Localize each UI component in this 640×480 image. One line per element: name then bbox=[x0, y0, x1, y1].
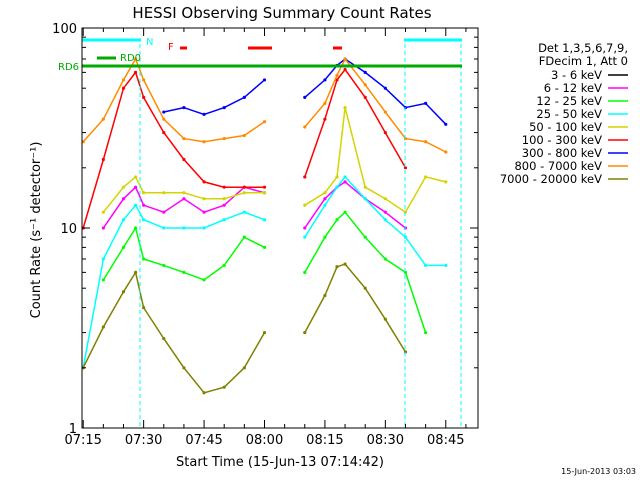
chart-title: HESSI Observing Summary Count Rates bbox=[132, 4, 431, 22]
legend-entry-label: 7000 - 20000 keV bbox=[500, 172, 602, 186]
legend: Det 1,3,5,6,7,9,FDecim 1, Att 03 - 6 keV… bbox=[500, 41, 628, 186]
series-line bbox=[304, 58, 447, 125]
x-ticks: 07:15 07:30 07:45 08:00 08:15 08:30 08:45 bbox=[64, 28, 467, 448]
marker-label: F bbox=[168, 42, 174, 53]
legend-entry-label: 800 - 7000 keV bbox=[514, 159, 602, 173]
legend-entry-label: 3 - 6 keV bbox=[551, 68, 602, 82]
y-tick-label: 1 bbox=[69, 422, 77, 437]
series-line bbox=[304, 57, 447, 153]
series-line bbox=[304, 211, 427, 333]
x-tick-label: 07:45 bbox=[185, 433, 222, 448]
legend-entry-label: 6 - 12 keV bbox=[544, 81, 602, 95]
x-tick-label: 07:30 bbox=[125, 433, 162, 448]
x-tick-label: 08:00 bbox=[246, 433, 283, 448]
series-line bbox=[304, 107, 446, 214]
marker-layer: RD0 RD6 N F bbox=[58, 37, 462, 428]
legend-entry-label: 300 - 800 keV bbox=[522, 146, 602, 160]
series-line bbox=[304, 68, 407, 178]
series-line bbox=[82, 70, 265, 229]
series-line bbox=[82, 57, 265, 143]
series-line bbox=[304, 263, 407, 353]
footer-timestamp: 15-Jun-2013 03:03 bbox=[561, 467, 636, 476]
series-line bbox=[82, 203, 265, 368]
plot-frame bbox=[81, 27, 479, 429]
data-layer bbox=[81, 57, 448, 395]
legend-entry-label: 12 - 25 keV bbox=[536, 94, 602, 108]
x-tick-label: 08:45 bbox=[427, 433, 464, 448]
legend-entry-label: 100 - 300 keV bbox=[522, 133, 602, 147]
series-line bbox=[102, 226, 265, 281]
x-tick-label: 07:15 bbox=[64, 433, 101, 448]
legend-entry-label: 50 - 100 keV bbox=[529, 120, 602, 134]
y-axis-label: Count Rate (s⁻¹ detector⁻¹) bbox=[29, 142, 44, 319]
marker-label: RD0 bbox=[120, 53, 141, 64]
series-line bbox=[304, 175, 446, 267]
y-ticks: 1 10 100 bbox=[52, 22, 478, 437]
x-axis-label: Start Time (15-Jun-13 07:14:42) bbox=[176, 455, 384, 470]
series-line bbox=[82, 270, 266, 394]
legend-title: FDecim 1, Att 0 bbox=[539, 54, 628, 68]
y-tick-label: 100 bbox=[52, 22, 77, 37]
x-tick-label: 08:30 bbox=[367, 433, 404, 448]
series-line bbox=[163, 79, 265, 116]
marker-label: RD6 bbox=[58, 62, 79, 73]
y-tick-label: 10 bbox=[60, 222, 77, 237]
legend-title: Det 1,3,5,6,7,9, bbox=[538, 41, 628, 55]
series-line bbox=[304, 180, 406, 229]
x-tick-label: 08:15 bbox=[306, 433, 343, 448]
legend-entry-label: 25 - 50 keV bbox=[536, 107, 602, 121]
marker-label: N bbox=[146, 37, 153, 48]
series-line bbox=[102, 175, 265, 213]
